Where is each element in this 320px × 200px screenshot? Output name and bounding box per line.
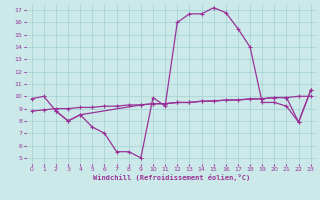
X-axis label: Windchill (Refroidissement éolien,°C): Windchill (Refroidissement éolien,°C) bbox=[92, 174, 250, 181]
